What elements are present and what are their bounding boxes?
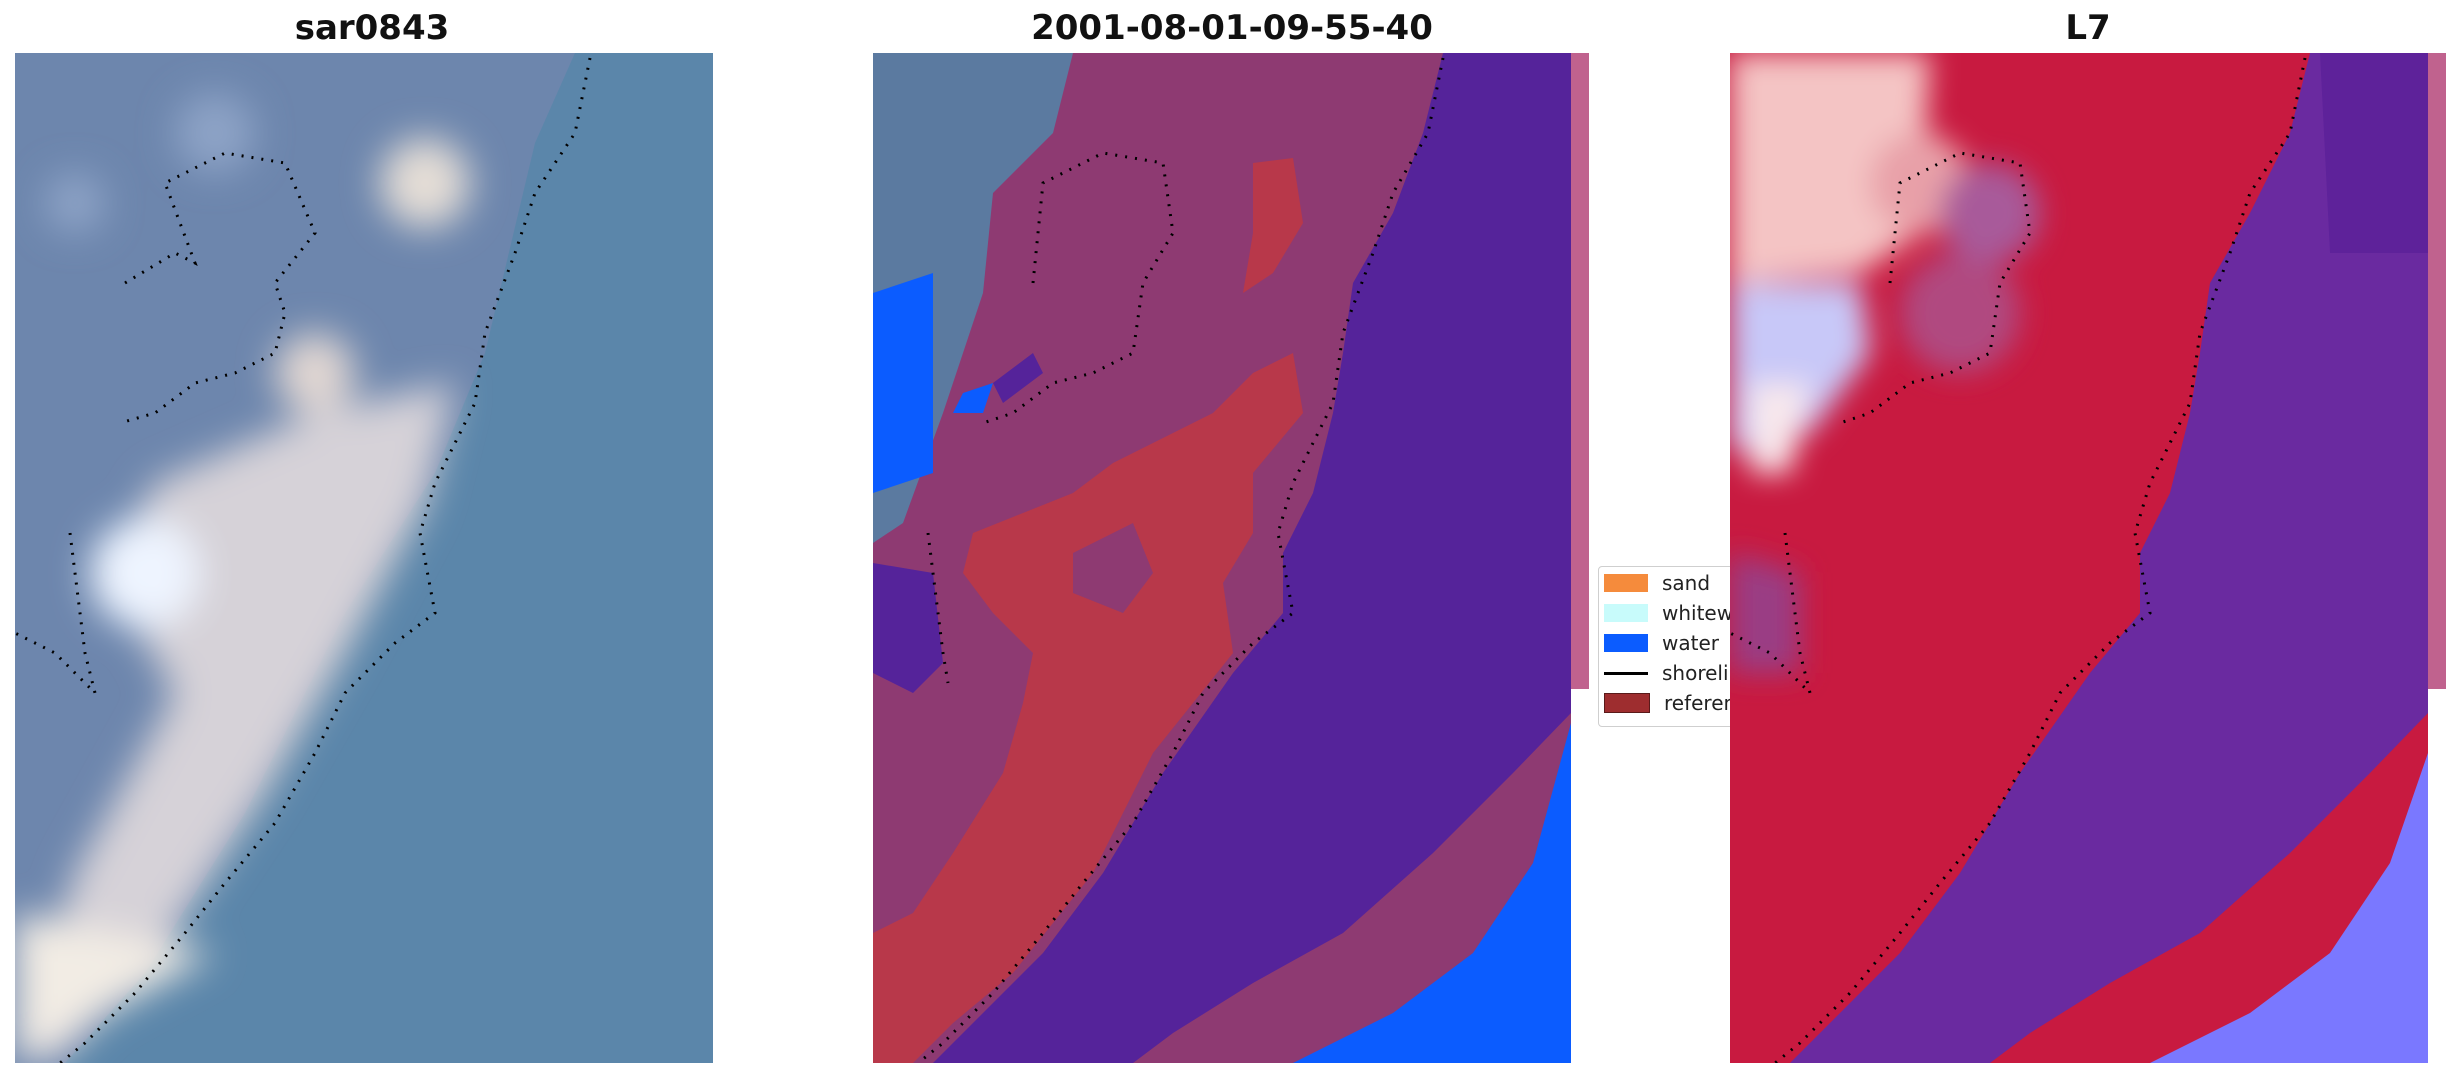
legend-swatch-water (1604, 634, 1648, 652)
panel-title-rgb: sar0843 (294, 8, 450, 48)
index-image (1730, 53, 2446, 1063)
classification-image (873, 53, 1589, 1063)
classification-panel (873, 53, 1589, 1063)
shoreline-trace-1 (59, 57, 592, 1063)
rgb-image-panel (15, 53, 713, 1063)
rgb-image (15, 53, 713, 1063)
panel-title-index: L7 (2065, 8, 2111, 48)
legend-line-shoreline (1604, 671, 1648, 675)
legend-item-water: water (1604, 631, 1719, 655)
legend-item-sand: sand (1604, 571, 1710, 595)
legend-swatch-sand (1604, 574, 1648, 592)
legend: sand whitewater water shoreline referenc… (1598, 566, 1774, 727)
panel-title-classification: 2001-08-01-09-55-40 (1031, 8, 1433, 48)
legend-label-water: water (1662, 631, 1719, 655)
legend-label-sand: sand (1662, 571, 1711, 595)
legend-swatch-reference (1604, 693, 1650, 713)
legend-swatch-whitewater (1604, 604, 1648, 622)
index-panel (1730, 53, 2446, 1063)
